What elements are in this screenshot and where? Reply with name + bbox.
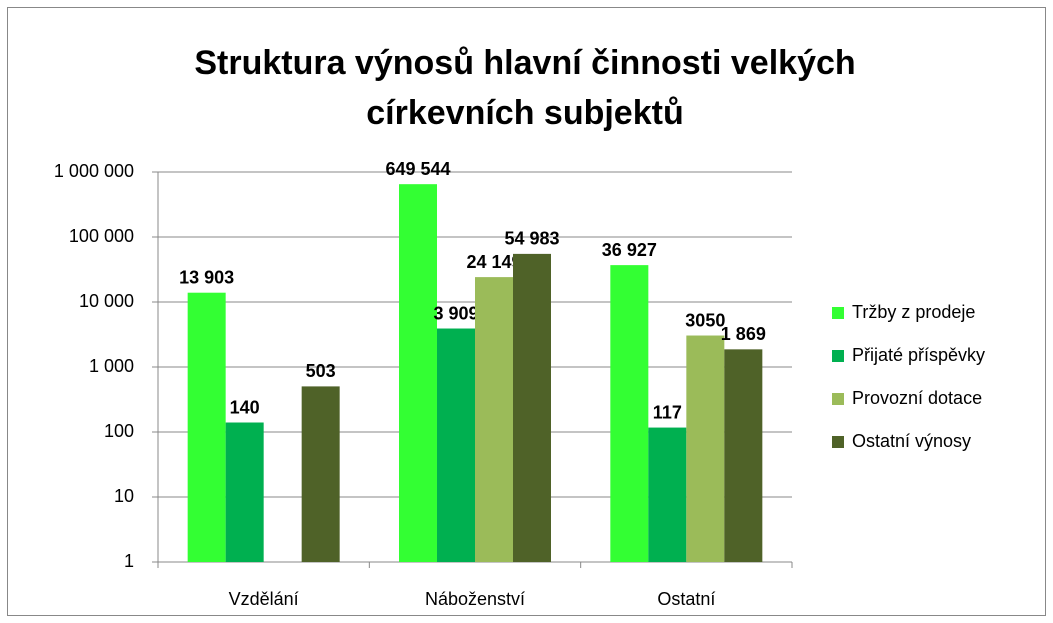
x-tick-label: Náboženství xyxy=(425,589,525,609)
bar xyxy=(399,184,437,563)
value-label: 117 xyxy=(653,402,682,422)
legend-label: Provozní dotace xyxy=(852,388,982,408)
legend-label: Ostatní výnosy xyxy=(852,431,971,451)
y-tick-label: 1 xyxy=(124,551,134,571)
y-tick-label: 10 000 xyxy=(79,291,134,311)
y-tick-label: 100 000 xyxy=(69,226,134,246)
y-tick-label: 100 xyxy=(104,421,134,441)
legend-swatch xyxy=(832,350,844,362)
value-label: 1 869 xyxy=(721,324,766,344)
bar xyxy=(475,277,513,562)
y-tick-label: 1 000 000 xyxy=(54,161,134,181)
chart-title: Struktura výnosů hlavní činnosti velkých… xyxy=(194,44,856,132)
bar xyxy=(301,386,340,562)
bar xyxy=(513,253,551,563)
bar xyxy=(225,422,264,562)
value-label: 36 927 xyxy=(602,240,657,260)
bar xyxy=(610,265,649,562)
bar xyxy=(437,328,475,562)
legend-swatch xyxy=(832,436,844,448)
bar xyxy=(187,292,226,562)
legend-label: Tržby z prodeje xyxy=(852,302,975,322)
value-label: 13 903 xyxy=(179,267,234,287)
bar xyxy=(648,427,687,562)
value-label: 140 xyxy=(230,397,260,417)
bar xyxy=(724,349,763,562)
x-tick-label: Ostatní xyxy=(657,589,715,609)
value-label: 3 909 xyxy=(433,303,478,323)
legend-label: Přijaté příspěvky xyxy=(852,345,985,365)
value-label: 24 149 xyxy=(466,252,521,272)
y-tick-label: 10 xyxy=(114,486,134,506)
y-tick-label: 1 000 xyxy=(89,356,134,376)
legend-swatch xyxy=(832,307,844,319)
value-label: 3050 xyxy=(685,310,725,330)
value-label: 54 983 xyxy=(504,229,559,249)
x-tick-label: Vzdělání xyxy=(229,589,299,609)
bar xyxy=(686,335,725,562)
value-label: 503 xyxy=(306,361,336,381)
legend-swatch xyxy=(832,393,844,405)
value-label: 649 544 xyxy=(385,159,450,179)
